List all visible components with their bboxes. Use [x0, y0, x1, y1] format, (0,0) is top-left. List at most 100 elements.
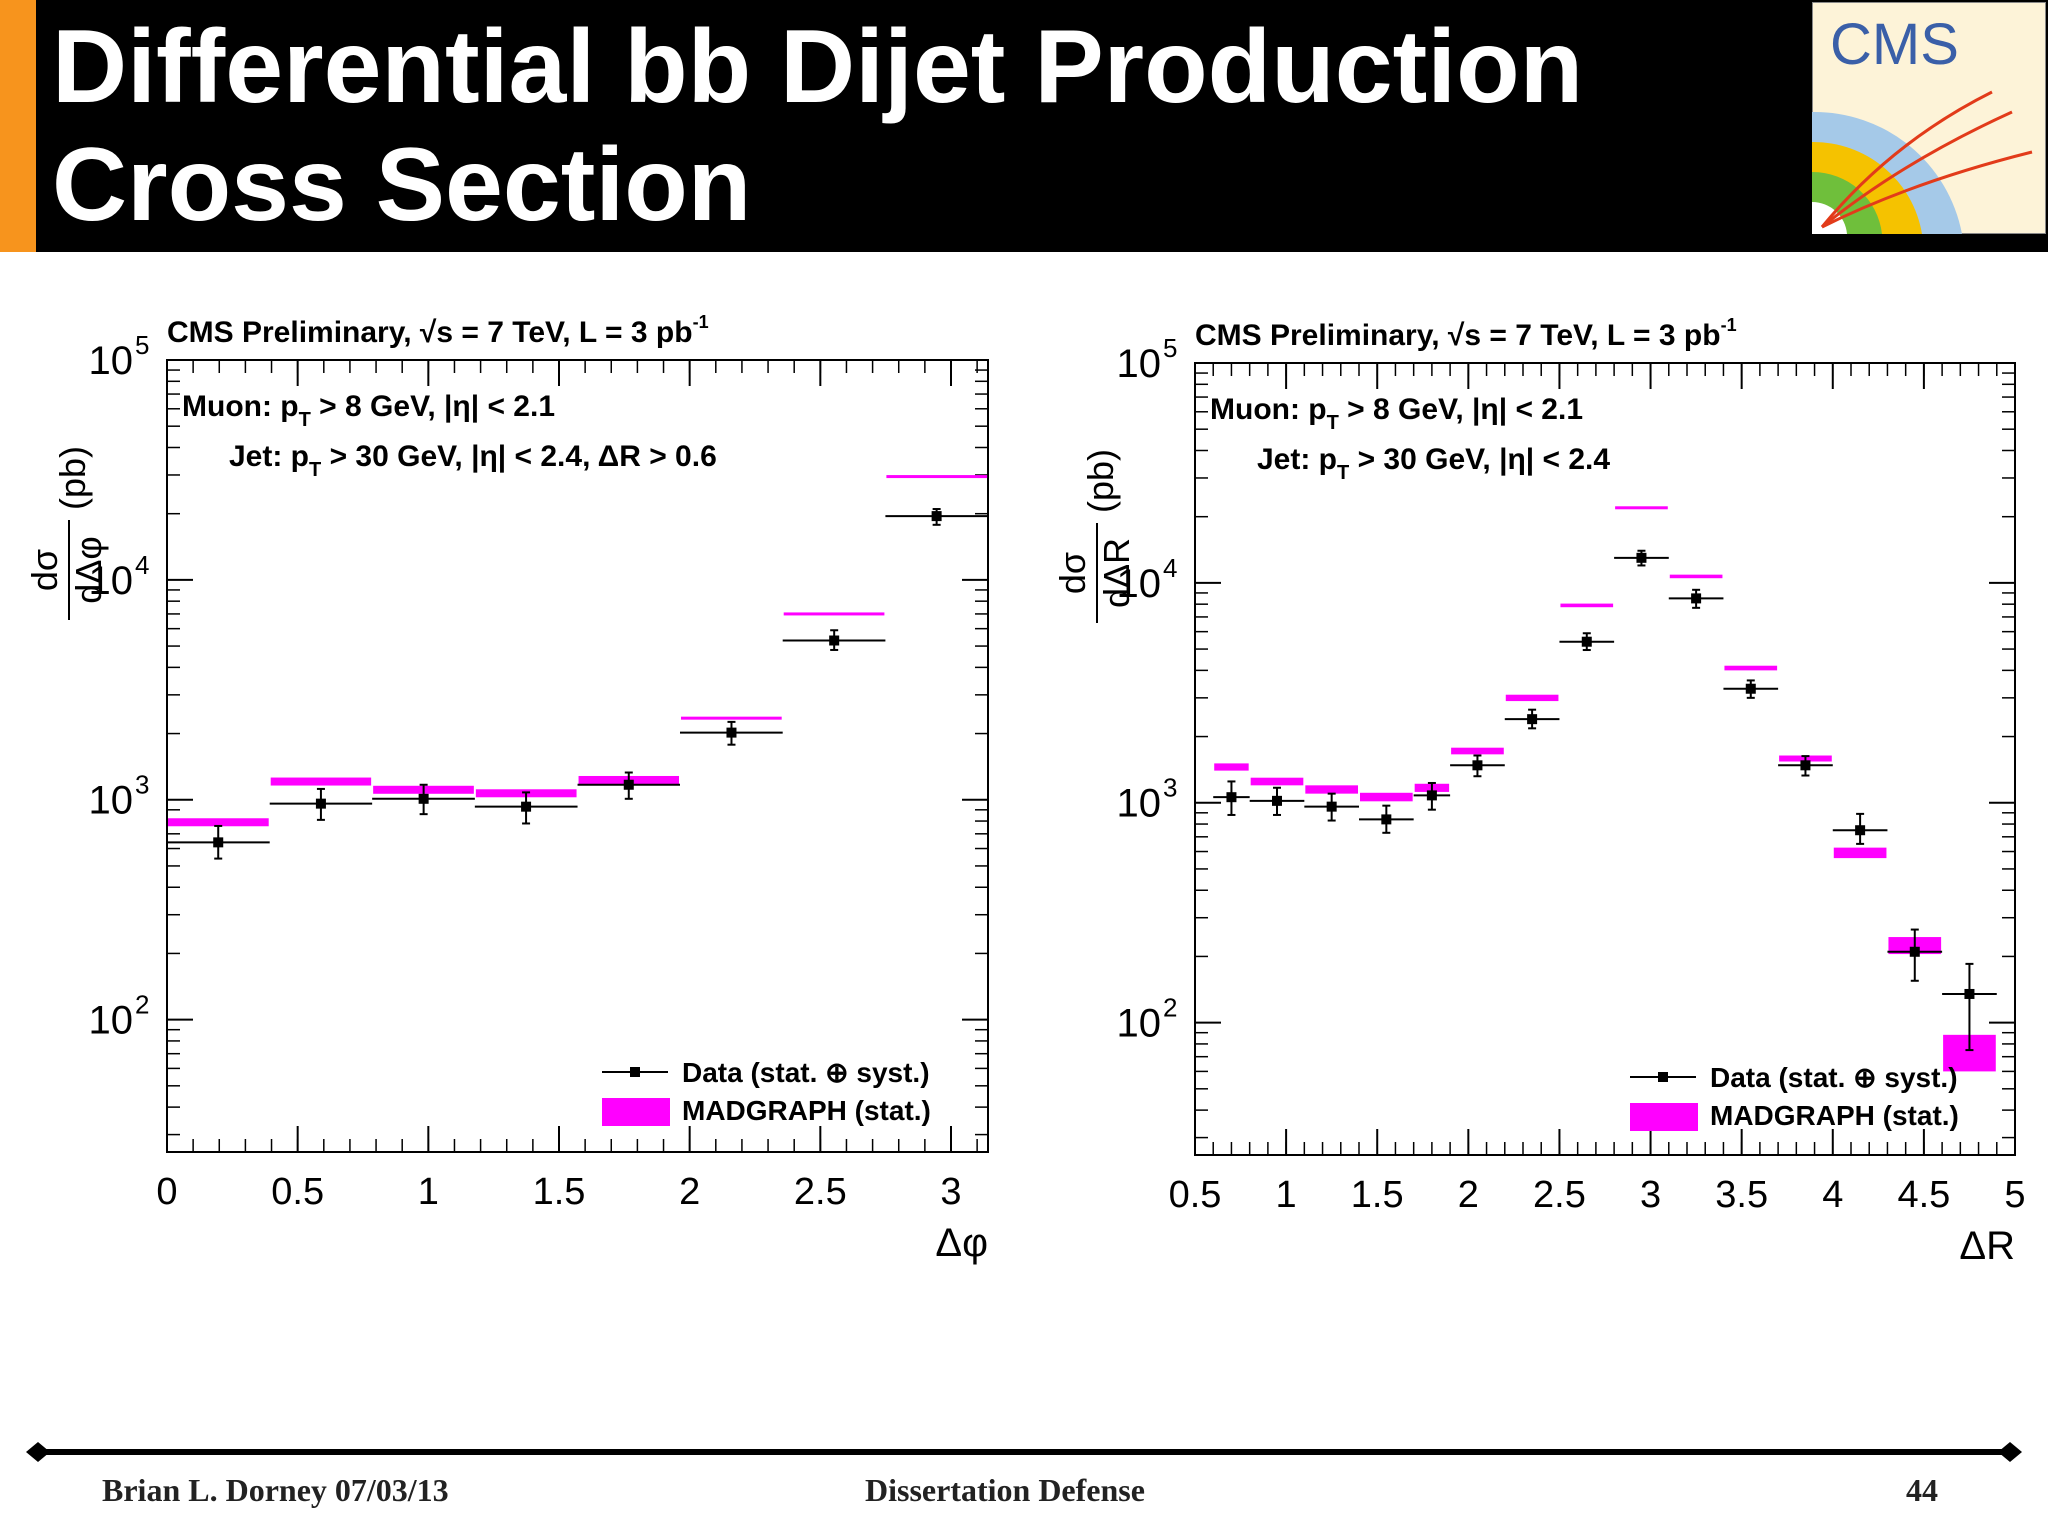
slide-title-line1: Differential bb Dijet Production — [52, 9, 1584, 125]
y-axis-label-denominator: dΔφ — [68, 536, 109, 603]
cuts-jet-rest: > 30 GeV, |η| < 2.4, ΔR > 0.6 — [321, 440, 717, 473]
footer-event: Dissertation Defense — [865, 1472, 1145, 1508]
slide-title-line2: Cross Section — [52, 127, 752, 243]
x-tick-label: 4 — [1822, 1174, 1843, 1216]
cuts-muon-rest: > 8 GeV, |η| < 2.1 — [1339, 393, 1583, 426]
madgraph-bin — [1669, 574, 1723, 579]
title-bar — [0, 0, 2048, 252]
y-tick-label-exponent: 5 — [135, 330, 149, 360]
data-point — [418, 793, 429, 804]
x-tick-label: 2.5 — [794, 1171, 847, 1213]
footer-divider-right-diamond — [1998, 1442, 2022, 1462]
data-point — [726, 727, 737, 738]
cuts-jet-subscript: T — [1337, 462, 1349, 484]
x-tick-label: 2.5 — [1533, 1174, 1586, 1216]
data-point — [931, 511, 942, 522]
data-point — [213, 837, 224, 848]
madgraph-bin — [680, 716, 782, 720]
data-point — [1855, 825, 1866, 836]
logo-text: CMS — [1830, 12, 1959, 77]
y-tick-label: 10 — [1117, 342, 1162, 386]
madgraph-bin — [1833, 847, 1887, 859]
cuts-muon: Muon: pT > 8 GeV, |η| < 2.1 — [182, 390, 555, 431]
chart-title-superscript: -1 — [693, 312, 709, 332]
madgraph-bin — [783, 612, 885, 616]
madgraph-bin — [270, 777, 372, 786]
chart-title: CMS Preliminary, √s = 7 TeV, L = 3 pb-1 — [167, 312, 709, 349]
y-tick-label: 10 — [89, 779, 134, 823]
cuts-muon-subscript: T — [299, 409, 311, 431]
cms-logo: CMS — [1812, 2, 2046, 234]
x-tick-label: 0.5 — [1169, 1174, 1222, 1216]
logo-track-1 — [1821, 110, 2013, 229]
y-tick-label-exponent: 2 — [1163, 993, 1177, 1023]
slide-title: Differential bb Dijet Production Cross S… — [52, 8, 1772, 244]
data-point — [1800, 760, 1811, 771]
cuts-muon-subscript: T — [1327, 412, 1339, 434]
data-point — [1581, 636, 1592, 647]
madgraph-bin — [1505, 694, 1559, 702]
x-tick-label: 5 — [2004, 1174, 2025, 1216]
x-tick-label: 3 — [1640, 1174, 1661, 1216]
legend-madgraph-swatch — [1630, 1103, 1698, 1131]
footer-author-date: Brian L. Dorney 07/03/13 — [102, 1472, 449, 1508]
x-tick-label: 1.5 — [533, 1171, 586, 1213]
cuts-jet: Jet: pT > 30 GeV, |η| < 2.4 — [1257, 443, 1610, 484]
madgraph-bin — [168, 818, 269, 827]
y-tick-label: 10 — [1117, 782, 1162, 826]
cuts-muon-rest: > 8 GeV, |η| < 2.1 — [311, 390, 555, 423]
y-axis-label-unit: (pb) — [52, 446, 93, 510]
data-point — [1426, 790, 1437, 801]
cuts-muon: Muon: pT > 8 GeV, |η| < 2.1 — [1210, 393, 1583, 434]
data-point — [1472, 760, 1483, 771]
madgraph-bin — [1451, 747, 1504, 755]
y-axis-label: dσ dΔR (pb) — [1052, 449, 1137, 623]
footer-divider — [26, 1442, 2022, 1462]
data-point — [1636, 552, 1647, 563]
data-point — [1326, 801, 1337, 812]
madgraph-bin — [1305, 785, 1358, 794]
chart-title-superscript: -1 — [1721, 315, 1737, 335]
y-tick-label-exponent: 4 — [1163, 553, 1177, 583]
madgraph-bin — [1560, 603, 1614, 608]
y-tick-label-exponent: 3 — [135, 770, 149, 800]
cuts-jet: Jet: pT > 30 GeV, |η| < 2.4, ΔR > 0.6 — [229, 440, 717, 481]
data-point — [1745, 683, 1756, 694]
legend-data-marker — [630, 1067, 640, 1077]
madgraph-bin — [886, 475, 988, 479]
x-tick-label: 3.5 — [1715, 1174, 1768, 1216]
legend-data-label: Data (stat. ⊕ syst.) — [1710, 1062, 1958, 1093]
data-point — [1909, 946, 1920, 957]
legend-data-label: Data (stat. ⊕ syst.) — [682, 1057, 930, 1088]
y-axis-label-denominator: dΔR — [1096, 538, 1137, 608]
y-tick-label-exponent: 3 — [1163, 773, 1177, 803]
legend-madgraph-label: MADGRAPH (stat.) — [682, 1095, 931, 1126]
legend-madgraph-swatch — [602, 1098, 670, 1126]
x-tick-label: 1 — [418, 1171, 439, 1213]
data-point — [1964, 988, 1975, 999]
y-tick-label: 10 — [89, 999, 134, 1043]
footer-divider-left-diamond — [26, 1442, 50, 1462]
cuts-jet-rest: > 30 GeV, |η| < 2.4 — [1349, 443, 1610, 476]
data-point — [1272, 795, 1282, 806]
plot-frame — [1194, 362, 2016, 1156]
y-tick-label-exponent: 2 — [135, 990, 149, 1020]
y-axis-label-unit: (pb) — [1080, 449, 1121, 513]
data-point — [1381, 814, 1392, 825]
data-point — [829, 635, 840, 646]
legend-madgraph-label: MADGRAPH (stat.) — [1710, 1100, 1959, 1131]
x-tick-label: 4.5 — [1897, 1174, 1950, 1216]
chart-title: CMS Preliminary, √s = 7 TeV, L = 3 pb-1 — [1195, 315, 1737, 352]
x-tick-label: 0 — [156, 1171, 177, 1213]
x-tick-label: 1 — [1276, 1174, 1297, 1216]
x-tick-label: 2 — [1458, 1174, 1479, 1216]
y-tick-label: 10 — [1117, 562, 1162, 606]
y-tick-label-exponent: 4 — [135, 550, 149, 580]
madgraph-bin — [1360, 792, 1413, 802]
title-accent-stripe — [0, 0, 36, 252]
y-tick-label: 10 — [89, 559, 134, 603]
y-tick-label: 10 — [1117, 1002, 1162, 1046]
plot-frame — [166, 359, 989, 1153]
madgraph-bin — [1615, 506, 1668, 510]
x-axis-label: Δφ — [935, 1221, 988, 1265]
